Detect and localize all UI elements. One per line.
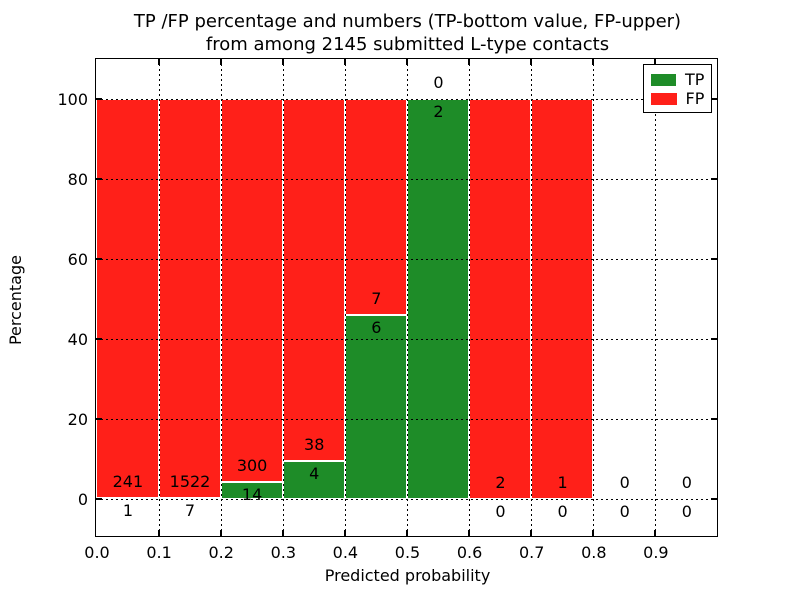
y-tick-label-60: 60 xyxy=(67,250,88,269)
tick-mark-bottom-4 xyxy=(343,530,346,537)
bar-segment-fp-6 xyxy=(469,99,532,500)
tick-mark-top-5 xyxy=(405,59,408,66)
annotation-fp-1: 1522 xyxy=(169,471,211,491)
gridline-v-0.3 xyxy=(282,59,284,537)
gridline-v-0.9 xyxy=(655,59,657,537)
tick-mark-right-60 xyxy=(711,258,718,261)
legend-label-fp: FP xyxy=(685,88,705,108)
annotation-fp-6: 2 xyxy=(495,473,506,493)
x-tick-label-0.0: 0.0 xyxy=(84,543,110,562)
bar-segment-fp-0 xyxy=(96,99,159,498)
tick-mark-bottom-7 xyxy=(530,530,533,537)
bar-segment-fp-3 xyxy=(282,99,345,462)
legend-entry-tp: TP xyxy=(651,70,704,89)
gridline-v-0.1 xyxy=(158,59,160,537)
legend-swatch-fp-icon xyxy=(651,92,677,105)
annotation-fp-3: 38 xyxy=(304,435,325,455)
x-tick-label-0.6: 0.6 xyxy=(456,543,483,562)
gridline-v-0.7 xyxy=(531,59,533,537)
chart-title: TP /FP percentage and numbers (TP-bottom… xyxy=(97,10,718,56)
annotation-tp-9: 0 xyxy=(681,502,692,522)
tick-mark-top-3 xyxy=(281,59,284,66)
tick-mark-left-60 xyxy=(96,258,103,261)
tick-mark-left-40 xyxy=(96,338,103,341)
tick-mark-top-9 xyxy=(654,59,657,66)
tick-mark-left-20 xyxy=(96,418,103,421)
x-tick-label-0.5: 0.5 xyxy=(394,543,421,562)
bar-segment-tp-4 xyxy=(344,314,407,500)
annotation-tp-7: 0 xyxy=(557,502,568,522)
y-tick-label-100: 100 xyxy=(57,90,88,109)
gridline-v-0.8 xyxy=(593,59,595,537)
tick-mark-right-40 xyxy=(711,338,718,341)
legend-entry-fp: FP xyxy=(651,89,704,108)
annotation-fp-7: 1 xyxy=(557,473,568,493)
tick-mark-bottom-1 xyxy=(157,530,160,537)
annotation-tp-2: 14 xyxy=(241,484,263,504)
annotation-fp-9: 0 xyxy=(681,473,692,493)
y-axis-label: Percentage xyxy=(6,255,25,346)
tick-mark-bottom-5 xyxy=(405,530,408,537)
bar-segment-fp-1 xyxy=(158,99,221,498)
tick-mark-bottom-9 xyxy=(654,530,657,537)
tick-mark-top-7 xyxy=(530,59,533,66)
x-tick-label-0.4: 0.4 xyxy=(332,543,359,562)
annotation-tp-1: 7 xyxy=(184,500,196,520)
annotation-tp-8: 0 xyxy=(619,502,630,522)
y-tick-label-20: 20 xyxy=(67,410,88,429)
gridline-v-0.2 xyxy=(220,59,222,537)
plot-area: TP FP 241 1 1522 7 300 14 38 4 7 6 0 2 2 0 1 0 0 0 0 0 xyxy=(95,58,719,538)
legend-swatch-tp-icon xyxy=(651,73,676,86)
bar-segment-tp-5 xyxy=(406,99,469,500)
tick-mark-left-80 xyxy=(96,178,103,181)
bar-segment-fp-2 xyxy=(220,99,283,482)
x-tick-label-0.3: 0.3 xyxy=(270,543,297,562)
x-tick-label-0.8: 0.8 xyxy=(581,543,607,562)
x-tick-label-0.2: 0.2 xyxy=(208,543,234,562)
y-tick-label-80: 80 xyxy=(67,170,88,189)
x-tick-label-0.1: 0.1 xyxy=(146,543,172,562)
chart-title-line1: TP /FP percentage and numbers (TP-bottom… xyxy=(133,11,682,32)
annotation-fp-8: 0 xyxy=(619,473,630,493)
tick-mark-left-100 xyxy=(96,98,103,101)
x-tick-label-0.9: 0.9 xyxy=(643,543,669,562)
bar-segment-tp-3 xyxy=(282,461,345,500)
legend-label-tp: TP xyxy=(684,69,705,89)
annotation-tp-4: 6 xyxy=(371,317,382,337)
chart-title-line2: from among 2145 submitted L-type contact… xyxy=(205,34,610,55)
y-tick-label-40: 40 xyxy=(67,330,88,349)
gridline-v-0.4 xyxy=(344,59,346,537)
tick-mark-right-0 xyxy=(711,498,718,501)
tick-mark-bottom-3 xyxy=(281,530,284,537)
x-tick-label-0.7: 0.7 xyxy=(518,543,545,562)
annotation-tp-6: 0 xyxy=(495,502,506,522)
tick-mark-top-4 xyxy=(343,59,346,66)
bar-segment-fp-4 xyxy=(344,99,407,315)
legend: TP FP xyxy=(643,64,713,114)
gridline-v-0.5 xyxy=(406,59,408,537)
tick-mark-right-20 xyxy=(711,418,718,421)
annotation-tp-0: 1 xyxy=(122,500,133,520)
x-axis-label: Predicted probability xyxy=(324,566,491,585)
tick-mark-bottom-2 xyxy=(219,530,222,537)
bar-segment-fp-7 xyxy=(531,99,594,500)
annotation-tp-5: 2 xyxy=(433,102,444,122)
tick-mark-top-2 xyxy=(219,59,222,66)
tick-mark-top-1 xyxy=(157,59,160,66)
tick-mark-right-100 xyxy=(711,98,718,101)
tick-mark-right-80 xyxy=(711,178,718,181)
gridline-v-0.6 xyxy=(469,59,470,537)
annotation-fp-4: 7 xyxy=(371,288,382,308)
annotation-tp-3: 4 xyxy=(309,464,320,484)
tick-mark-top-6 xyxy=(468,59,470,66)
tick-mark-bottom-8 xyxy=(592,530,595,537)
tick-mark-left-0 xyxy=(96,498,103,501)
tick-mark-top-8 xyxy=(592,59,595,66)
annotation-fp-5: 0 xyxy=(433,73,444,93)
y-tick-label-0: 0 xyxy=(77,490,88,509)
tick-mark-bottom-6 xyxy=(468,530,470,537)
annotation-fp-2: 300 xyxy=(236,455,268,475)
annotation-fp-0: 241 xyxy=(112,471,144,491)
